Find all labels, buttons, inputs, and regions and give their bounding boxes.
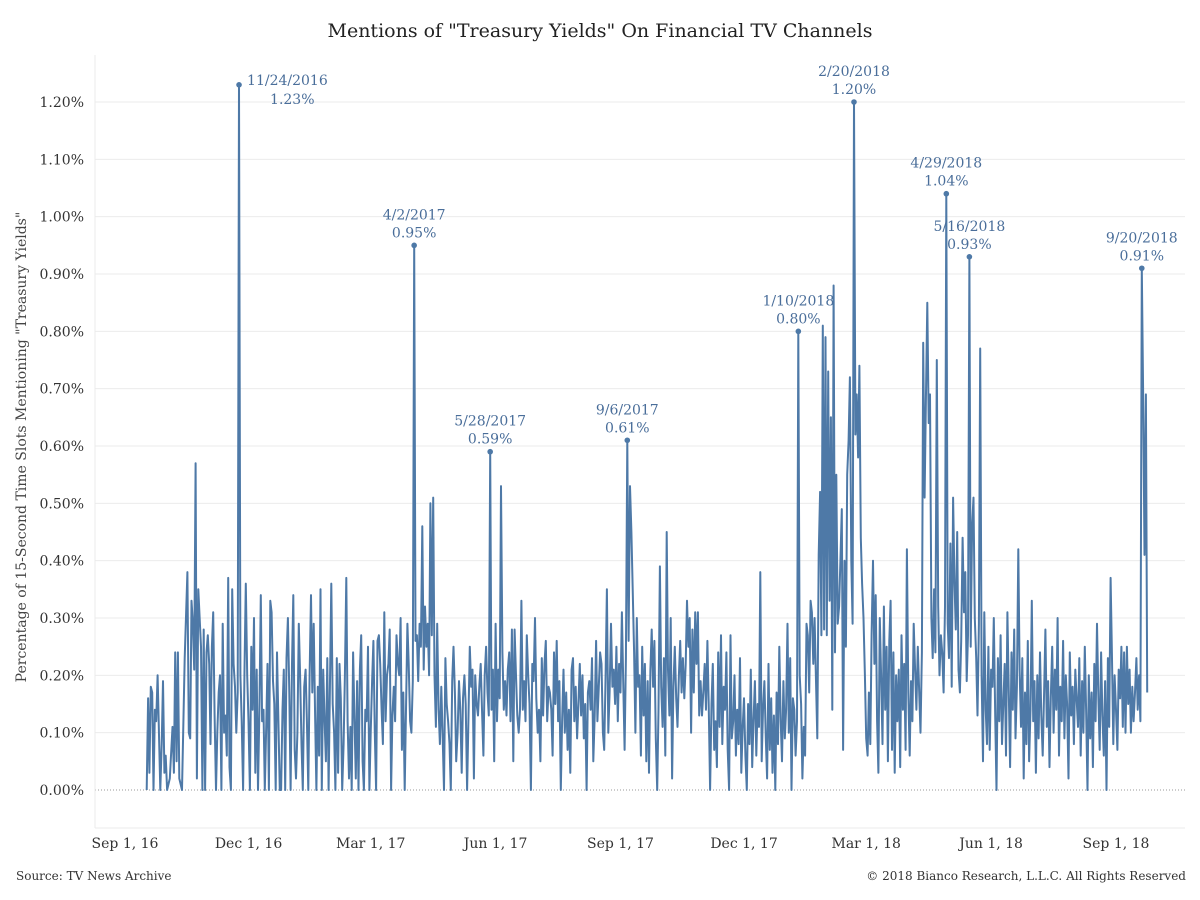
- annotation-point: [487, 448, 493, 455]
- x-tick-label: Sep 1, 17: [587, 836, 654, 852]
- y-tick-label: 1.10%: [40, 152, 84, 168]
- annotation-value: 0.91%: [1120, 248, 1164, 264]
- y-tick-label: 0.80%: [40, 324, 84, 340]
- series-layer: [145, 83, 1149, 791]
- y-tick-label: 0.70%: [40, 382, 84, 398]
- y-tick-label: 0.50%: [40, 496, 84, 512]
- x-tick-label: Dec 1, 16: [215, 836, 283, 852]
- annotation-value: 0.93%: [947, 237, 991, 253]
- series-line: [145, 83, 1149, 791]
- annotation-point: [795, 328, 802, 335]
- annotation-point: [1138, 265, 1145, 272]
- x-tick-label: Sep 1, 16: [92, 836, 159, 852]
- chart-title: Mentions of "Treasury Yields" On Financi…: [328, 20, 873, 42]
- annotation-point: [624, 437, 631, 444]
- annotation-value: 0.59%: [468, 432, 512, 448]
- annotation-date: 4/2/2017: [383, 207, 446, 223]
- y-axis-label: Percentage of 15-Second Time Slots Menti…: [14, 212, 30, 683]
- annotation-value: 0.61%: [605, 420, 649, 436]
- x-axis-ticks: Sep 1, 16 Dec 1, 16 Mar 1, 17 Jun 1, 17 Sep …: [92, 836, 1150, 852]
- annotation-point: [411, 242, 417, 249]
- x-tick-label: Sep 1, 18: [1083, 836, 1150, 852]
- y-tick-label: 0.10%: [40, 726, 84, 742]
- annotation-point: [851, 99, 857, 105]
- annotation-value: 1.20%: [832, 82, 876, 98]
- annotation-date: 2/20/2018: [818, 64, 890, 80]
- y-tick-label: 0.90%: [40, 267, 84, 283]
- annotation-date: 9/20/2018: [1106, 230, 1178, 246]
- x-tick-label: Jun 1, 17: [462, 836, 528, 852]
- x-tick-label: Mar 1, 18: [831, 836, 900, 852]
- y-tick-label: 0.60%: [40, 439, 84, 455]
- y-tick-label: 0.40%: [40, 554, 84, 570]
- copyright-note: © 2018 Bianco Research, L.L.C. All Right…: [866, 869, 1186, 883]
- annotation-value: 1.04%: [924, 174, 968, 190]
- annotation-date: 4/29/2018: [910, 156, 982, 172]
- annotation-value: 0.80%: [776, 311, 820, 327]
- y-tick-label: 1.00%: [40, 210, 84, 226]
- annotation-date: 11/24/2016: [247, 73, 328, 89]
- source-note: Source: TV News Archive: [16, 869, 172, 883]
- annotations: 11/24/2016 1.23% 4/2/2017 0.95% 5/28/2017 0.5…: [236, 64, 1178, 455]
- x-tick-label: Mar 1, 17: [336, 836, 405, 852]
- x-tick-label: Dec 1, 17: [710, 836, 777, 852]
- annotation-value: 0.95%: [392, 225, 436, 241]
- annotation-point: [966, 253, 973, 260]
- annotation-value: 1.23%: [270, 92, 314, 108]
- y-tick-label: 0.30%: [40, 611, 84, 627]
- gridlines: [94, 55, 1185, 829]
- y-tick-label: 1.20%: [40, 95, 84, 111]
- annotation-point: [236, 82, 242, 88]
- y-axis-ticks: 0.00% 0.10% 0.20% 0.30% 0.40% 0.50% 0.60% 0.70%…: [40, 95, 84, 799]
- annotation-date: 5/28/2017: [454, 414, 526, 430]
- x-tick-label: Jun 1, 18: [957, 836, 1023, 852]
- annotation-date: 5/16/2018: [933, 219, 1005, 235]
- annotation-point: [943, 190, 950, 197]
- annotation-date: 1/10/2018: [762, 293, 834, 309]
- y-tick-label: 0.00%: [40, 783, 84, 799]
- annotation-date: 9/6/2017: [596, 402, 659, 418]
- y-tick-label: 0.20%: [40, 668, 84, 684]
